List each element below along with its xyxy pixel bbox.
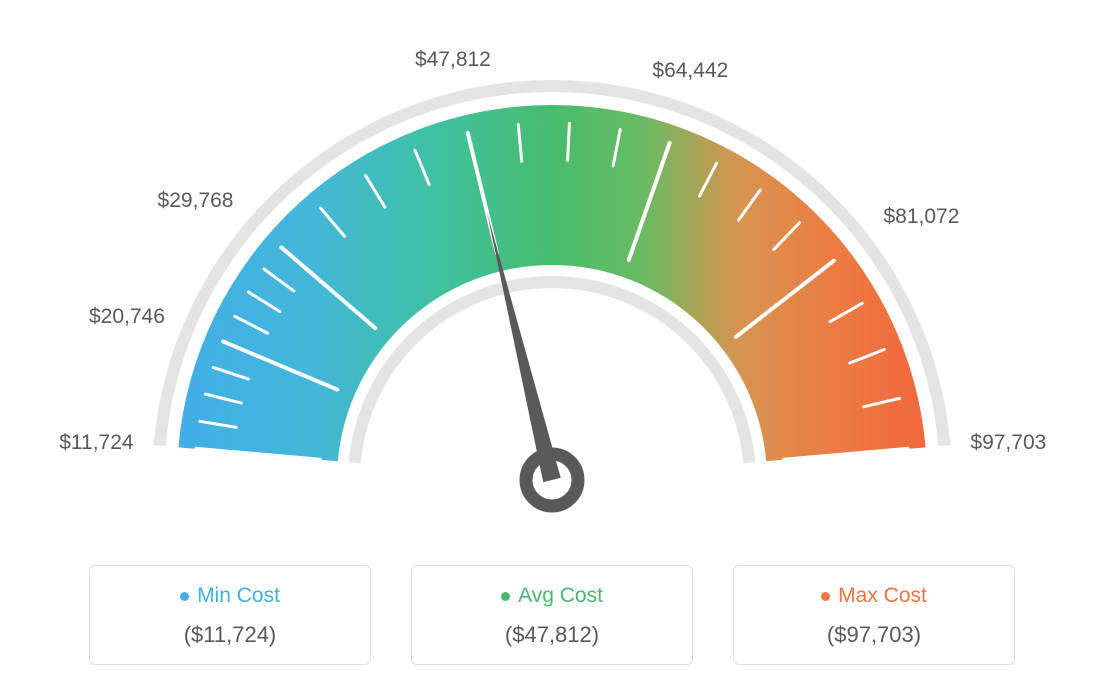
legend-title-max: Max Cost [821, 584, 927, 608]
gauge-chart: $11,724 $20,746 $29,768 $47,812 $64,442 $81,0… [0, 0, 1104, 540]
legend-label-min: Min Cost [197, 584, 280, 608]
legend-title-avg: Avg Cost [501, 584, 603, 608]
legend-label-avg: Avg Cost [518, 584, 603, 608]
legend-card-max: Max Cost ($97,703) [733, 565, 1015, 665]
gauge-tick-label: $47,812 [415, 48, 491, 72]
legend-dot-avg [501, 592, 510, 601]
gauge-svg [0, 0, 1104, 540]
gauge-tick-label: $64,442 [652, 59, 728, 83]
gauge-tick-label: $97,703 [970, 431, 1046, 455]
legend-card-min: Min Cost ($11,724) [89, 565, 371, 665]
cost-gauge-container: $11,724 $20,746 $29,768 $47,812 $64,442 $81,0… [0, 0, 1104, 690]
gauge-tick-label: $11,724 [59, 431, 133, 455]
legend-label-max: Max Cost [838, 584, 927, 608]
legend-value-min: ($11,724) [90, 622, 370, 648]
legend-value-avg: ($47,812) [412, 622, 692, 648]
legend-row: Min Cost ($11,724) Avg Cost ($47,812) Ma… [0, 565, 1104, 665]
gauge-tick-label: $81,072 [883, 205, 959, 229]
legend-card-avg: Avg Cost ($47,812) [411, 565, 693, 665]
legend-dot-min [180, 592, 189, 601]
legend-title-min: Min Cost [180, 584, 280, 608]
legend-value-max: ($97,703) [734, 622, 1014, 648]
gauge-tick-label: $20,746 [89, 305, 165, 329]
legend-dot-max [821, 592, 830, 601]
gauge-tick-label: $29,768 [158, 189, 234, 213]
